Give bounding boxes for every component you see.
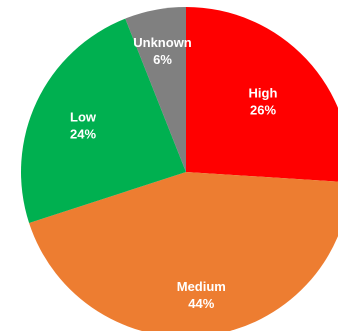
data-label-low: Low 24% [70, 110, 97, 142]
data-label-category: High [249, 86, 278, 101]
data-label-category: Unknown [133, 35, 192, 50]
pie-slice-medium [29, 172, 338, 331]
data-label-percent: 24% [70, 127, 96, 142]
data-label-percent: 26% [250, 103, 276, 118]
data-label-category: Medium [177, 279, 226, 294]
data-label-category: Low [70, 110, 97, 125]
data-label-percent: 6% [153, 52, 172, 67]
pie-data-labels: High 26% Medium 44% Low 24% Unknown 6% [70, 35, 278, 311]
pie-slice-unknown [125, 7, 186, 172]
data-label-high: High 26% [249, 86, 278, 118]
pie-slice-low [21, 18, 187, 223]
data-label-percent: 44% [188, 296, 214, 311]
data-label-unknown: Unknown 6% [133, 35, 192, 67]
data-label-medium: Medium 44% [177, 279, 226, 311]
pie-slices [21, 7, 338, 331]
pie-slice-high [186, 7, 338, 182]
